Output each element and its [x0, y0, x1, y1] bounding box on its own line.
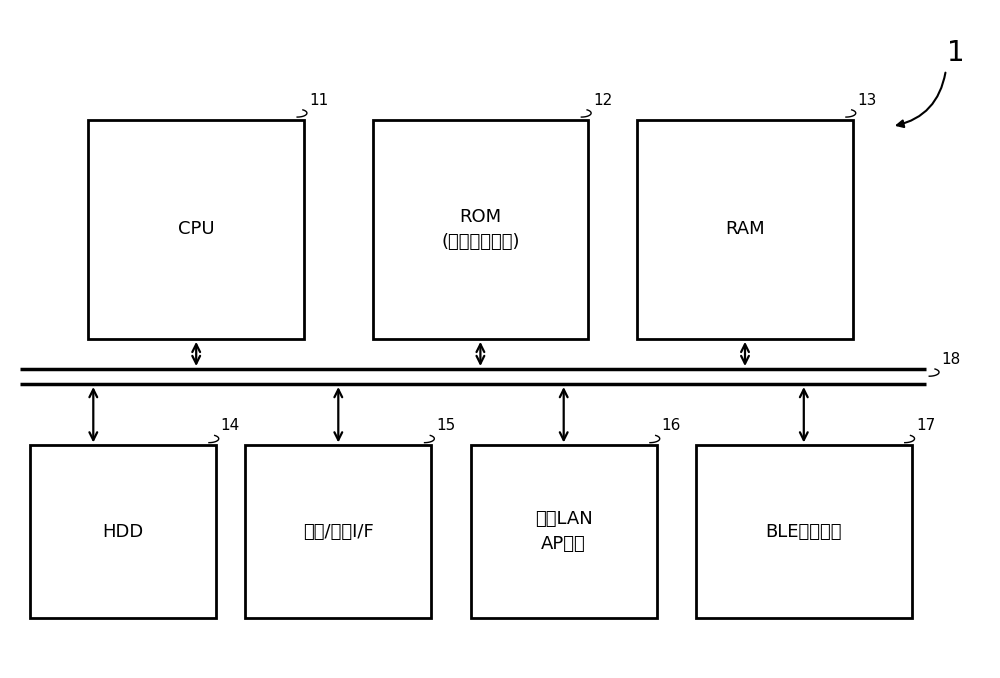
Bar	[696, 445, 912, 618]
Text: 16: 16	[662, 418, 681, 433]
Text: RAM: RAM	[725, 220, 765, 239]
Text: ROM
(通信控制程序): ROM (通信控制程序)	[441, 208, 520, 251]
Bar	[373, 120, 588, 339]
Text: 11: 11	[309, 93, 328, 108]
Text: 18: 18	[941, 352, 960, 367]
Text: 13: 13	[858, 93, 877, 108]
Text: CPU: CPU	[178, 220, 215, 239]
Bar	[30, 445, 216, 618]
Text: 输入/输出I/F: 输入/输出I/F	[303, 523, 374, 540]
Text: BLE通信单元: BLE通信单元	[766, 523, 842, 540]
Text: 17: 17	[916, 418, 936, 433]
Bar	[88, 120, 304, 339]
Text: 12: 12	[593, 93, 612, 108]
Bar	[245, 445, 431, 618]
Text: 无线LAN
AP单元: 无线LAN AP单元	[535, 510, 593, 553]
Text: 1: 1	[947, 39, 965, 67]
Text: HDD: HDD	[102, 523, 143, 540]
Text: 15: 15	[436, 418, 456, 433]
Text: 14: 14	[221, 418, 240, 433]
Bar	[471, 445, 657, 618]
Bar	[637, 120, 853, 339]
